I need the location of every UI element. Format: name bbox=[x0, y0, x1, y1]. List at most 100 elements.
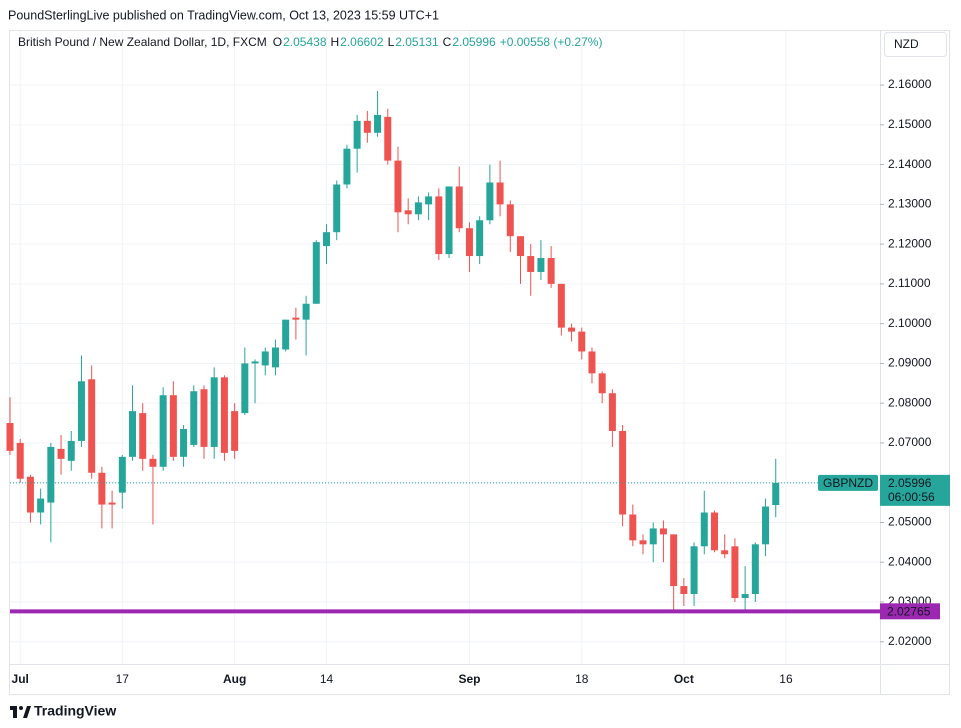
candle-body bbox=[476, 220, 484, 257]
published-note: PoundSterlingLive published on TradingVi… bbox=[8, 8, 439, 22]
x-tick-label: Jul bbox=[12, 672, 29, 686]
candle-body bbox=[394, 160, 402, 213]
candle-body bbox=[435, 196, 443, 255]
x-tick-label: 18 bbox=[575, 672, 589, 686]
candle-body bbox=[496, 182, 504, 205]
candle-body bbox=[220, 377, 228, 453]
candle-body bbox=[323, 232, 331, 247]
candle-body bbox=[762, 506, 770, 545]
candle-body bbox=[139, 413, 147, 459]
candle-body bbox=[670, 534, 678, 587]
candle-body bbox=[404, 210, 412, 215]
candle-body bbox=[210, 377, 218, 447]
candle-body bbox=[629, 514, 637, 541]
candle-body bbox=[537, 258, 545, 272]
candle-body bbox=[425, 196, 433, 205]
candle-body bbox=[700, 512, 708, 547]
logo bbox=[10, 706, 31, 718]
candle-body bbox=[751, 544, 759, 595]
candle-body bbox=[149, 458, 157, 467]
candles bbox=[6, 91, 780, 612]
legend-value: 2.05996 bbox=[452, 35, 496, 49]
y-tick-label: 2.15000 bbox=[888, 117, 932, 131]
candle-body bbox=[77, 381, 85, 441]
candle-body bbox=[363, 120, 371, 133]
candle-body bbox=[118, 456, 126, 493]
legend-letter: H bbox=[331, 35, 340, 49]
candle-body bbox=[588, 351, 596, 374]
candle-body bbox=[486, 182, 494, 221]
candle-body bbox=[261, 351, 269, 366]
countdown-label: 06:00:56 bbox=[888, 490, 935, 504]
y-tick-label: 2.02000 bbox=[888, 634, 932, 648]
y-tick-label: 2.11000 bbox=[888, 276, 931, 290]
chart-frame bbox=[9, 30, 950, 695]
ticker-label: GBPNZD bbox=[823, 476, 873, 490]
candle-body bbox=[659, 528, 667, 535]
price-tag bbox=[880, 474, 950, 506]
candle-body bbox=[241, 363, 249, 414]
level-tag bbox=[880, 603, 940, 620]
candle-body bbox=[384, 116, 392, 161]
logo-text: TradingView bbox=[34, 703, 116, 719]
y-tick-label: 2.07000 bbox=[888, 435, 932, 449]
x-tick-label: 14 bbox=[320, 672, 334, 686]
legend-value: 2.06602 bbox=[340, 35, 384, 49]
candle-body bbox=[292, 317, 300, 320]
y-tick-label: 2.13000 bbox=[888, 197, 932, 211]
level-label: 2.02765 bbox=[887, 604, 931, 618]
candle-body bbox=[231, 411, 239, 451]
candle-body bbox=[680, 586, 688, 595]
candle-body bbox=[271, 347, 279, 368]
candle-body bbox=[772, 482, 780, 506]
candle-body bbox=[721, 550, 729, 555]
ticker-tag bbox=[818, 474, 878, 491]
logo-shape bbox=[23, 706, 31, 718]
candle-body bbox=[180, 429, 188, 457]
candle-body bbox=[169, 395, 177, 457]
candle-body bbox=[88, 379, 96, 473]
candle-body bbox=[343, 148, 351, 185]
y-tick-label: 2.05000 bbox=[888, 515, 932, 529]
candle-body bbox=[57, 448, 65, 459]
y-tick-label: 2.14000 bbox=[888, 157, 932, 171]
legend-letter: L bbox=[388, 35, 395, 49]
candle-body bbox=[557, 283, 565, 328]
candle-body bbox=[47, 446, 55, 503]
candle-body bbox=[639, 540, 647, 545]
candle-body bbox=[200, 389, 208, 447]
candle-body bbox=[710, 512, 718, 551]
x-tick-label: Sep bbox=[458, 672, 480, 686]
candle-body bbox=[129, 411, 137, 457]
candle-body bbox=[741, 594, 749, 598]
candle-body bbox=[353, 120, 361, 149]
candle-body bbox=[302, 303, 310, 320]
candle-body bbox=[6, 423, 14, 451]
candle-body bbox=[690, 546, 698, 595]
candle-body bbox=[67, 440, 75, 461]
legend-letter: C bbox=[443, 35, 452, 49]
legend-letter: O bbox=[273, 35, 282, 49]
y-tick-label: 2.09000 bbox=[888, 356, 932, 370]
y-tick-label: 2.04000 bbox=[888, 554, 932, 568]
candle-body bbox=[731, 546, 739, 598]
candle-body bbox=[159, 395, 167, 467]
x-tick-label: 17 bbox=[116, 672, 130, 686]
legend-value: 2.05131 bbox=[395, 35, 439, 49]
currency-button[interactable] bbox=[884, 32, 947, 57]
candle-body bbox=[608, 393, 616, 431]
logo-shape bbox=[13, 706, 17, 718]
candle-body bbox=[414, 202, 422, 215]
candle-body bbox=[98, 472, 106, 505]
candle-body bbox=[26, 476, 34, 513]
candle-body bbox=[374, 114, 382, 133]
legend-change: +0.00558 (+0.27%) bbox=[500, 35, 603, 49]
candle-body bbox=[312, 242, 320, 304]
y-tick-label: 2.16000 bbox=[888, 77, 932, 91]
candle-body bbox=[251, 361, 259, 364]
candle-body bbox=[190, 391, 198, 445]
candle-body bbox=[37, 498, 45, 513]
